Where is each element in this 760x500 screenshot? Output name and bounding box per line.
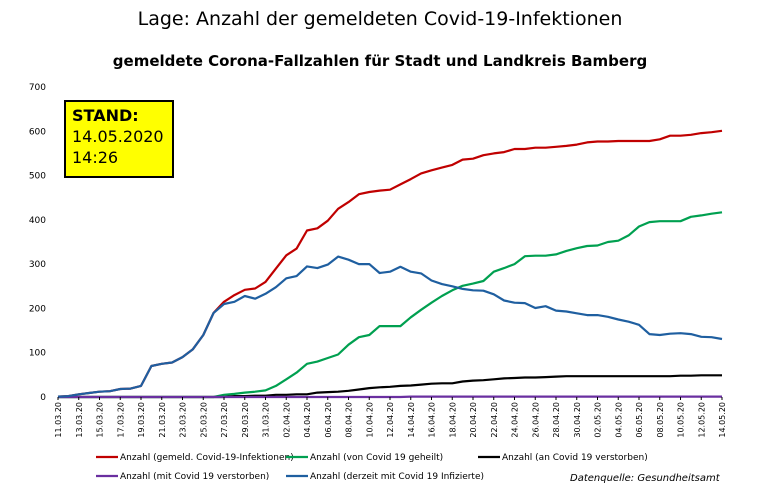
y-tick-label: 100 — [29, 349, 46, 359]
x-tick-label: 02.05.20 — [594, 402, 603, 438]
page-title: Lage: Anzahl der gemeldeten Covid-19-Inf… — [137, 8, 623, 30]
legend-label: Anzahl (gemeld. Covid-19-Infektionen) — [120, 453, 294, 463]
x-tick-label: 08.05.20 — [656, 402, 665, 438]
x-tick-label: 23.03.20 — [179, 402, 188, 438]
y-tick-label: 200 — [29, 304, 46, 314]
series-line-3 — [58, 374, 722, 399]
x-tick-label: 15.03.20 — [96, 402, 105, 438]
x-tick-label: 30.04.20 — [573, 402, 582, 438]
x-tick-label: 17.03.20 — [116, 402, 125, 438]
legend-label: Anzahl (derzeit mit Covid 19 Infizierte) — [310, 472, 484, 482]
x-tick-label: 20.04.20 — [469, 402, 478, 438]
x-tick-label: 10.05.20 — [677, 402, 686, 438]
y-tick-label: 0 — [40, 393, 46, 403]
x-tick-label: 12.04.20 — [386, 402, 395, 438]
y-tick-label: 600 — [29, 127, 46, 137]
x-tick-label: 04.05.20 — [614, 402, 623, 438]
legend-label: Anzahl (mit Covid 19 verstorben) — [120, 472, 269, 482]
x-tick-labels: 11.03.20 13.03.20 15.03.20 17.03.20 19.03.20… — [54, 397, 727, 438]
x-tick-label: 02.04.20 — [282, 402, 291, 438]
x-tick-label: 14.04.20 — [407, 402, 416, 438]
x-tick-label: 12.05.20 — [697, 402, 706, 438]
x-tick-label: 25.03.20 — [199, 402, 208, 438]
x-tick-label: 10.04.20 — [365, 402, 374, 438]
y-tick-label: 300 — [29, 260, 46, 270]
y-tick-label: 400 — [29, 216, 46, 226]
x-tick-label: 18.04.20 — [448, 402, 457, 438]
stand-time: 14:26 — [72, 148, 119, 167]
x-tick-label: 31.03.20 — [262, 402, 271, 438]
x-tick-label: 27.03.20 — [220, 402, 229, 438]
x-tick-label: 21.03.20 — [158, 402, 167, 438]
series-line-5 — [57, 255, 723, 398]
x-tick-label: 28.04.20 — [552, 402, 561, 438]
x-tick-label: 13.03.20 — [75, 402, 84, 438]
x-tick-label: 29.03.20 — [241, 402, 250, 438]
stand-label: STAND: — [72, 106, 139, 125]
x-tick-label: 24.04.20 — [511, 402, 520, 438]
x-tick-label: 19.03.20 — [137, 402, 146, 438]
y-tick-label: 700 — [29, 83, 46, 93]
chart-legend: Anzahl (gemeld. Covid-19-Infektionen) Anz… — [96, 453, 648, 482]
legend-label: Anzahl (von Covid 19 geheilt) — [310, 453, 443, 463]
x-tick-label: 22.04.20 — [490, 402, 499, 438]
series-line-2 — [58, 211, 723, 399]
y-tick-label: 500 — [29, 172, 46, 182]
x-tick-label: 06.04.20 — [324, 402, 333, 438]
x-tick-label: 14.05.20 — [718, 402, 727, 438]
stand-box: STAND: 14.05.2020 14:26 — [64, 100, 174, 178]
chart-title: gemeldete Corona-Fallzahlen für Stadt un… — [112, 52, 648, 70]
legend-label: Anzahl (an Covid 19 verstorben) — [502, 453, 648, 463]
x-tick-label: 26.04.20 — [531, 402, 540, 438]
x-tick-label: 16.04.20 — [428, 402, 437, 438]
x-tick-label: 06.05.20 — [635, 402, 644, 438]
source-note: Datenquelle: Gesundheitsamt — [570, 473, 720, 484]
x-tick-label: 04.04.20 — [303, 402, 312, 438]
x-tick-label: 11.03.20 — [54, 402, 63, 438]
stand-date: 14.05.2020 — [72, 127, 164, 146]
chart-series — [57, 129, 723, 399]
x-tick-label: 08.04.20 — [345, 402, 354, 438]
